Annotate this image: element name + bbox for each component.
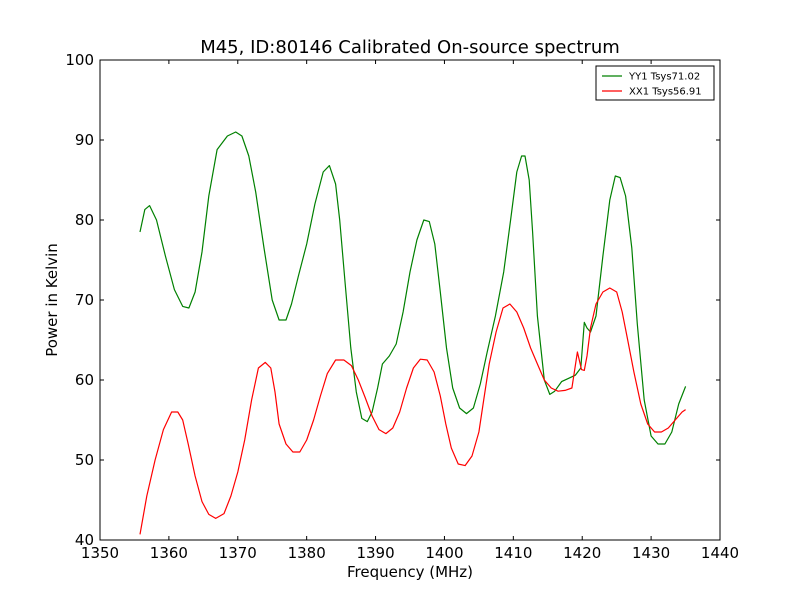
chart-title: M45, ID:80146 Calibrated On-source spect… bbox=[200, 37, 620, 58]
x-tick-label: 1370 bbox=[219, 544, 257, 562]
x-tick-label: 1360 bbox=[150, 544, 188, 562]
x-axis-label: Frequency (MHz) bbox=[347, 563, 473, 581]
x-tick-label: 1400 bbox=[425, 544, 463, 562]
x-tick-label: 1410 bbox=[494, 544, 532, 562]
y-axis: 40 50 60 70 80 90 100 bbox=[65, 51, 720, 549]
y-tick-label: 60 bbox=[75, 371, 94, 389]
x-tick-label: 1420 bbox=[563, 544, 601, 562]
x-axis: 1350 1360 1370 1380 1390 1400 1410 1420 1430 1440 bbox=[81, 60, 739, 562]
x-tick-label: 1380 bbox=[288, 544, 326, 562]
y-tick-label: 40 bbox=[75, 531, 94, 549]
x-tick-label: 1440 bbox=[701, 544, 739, 562]
y-axis-label: Power in Kelvin bbox=[43, 243, 61, 357]
y-tick-label: 70 bbox=[75, 291, 94, 309]
legend-box bbox=[595, 65, 715, 101]
series-line-yy1 bbox=[139, 131, 687, 445]
x-tick-label: 1390 bbox=[356, 544, 394, 562]
x-tick-label: 1350 bbox=[81, 544, 119, 562]
y-tick-label: 100 bbox=[65, 51, 94, 69]
series-line-xx1 bbox=[139, 287, 686, 535]
y-tick-label: 50 bbox=[75, 451, 94, 469]
legend-label-yy1: YY1 Tsys71.02 bbox=[628, 72, 700, 83]
legend-label-xx1: XX1 Tsys56.91 bbox=[629, 87, 702, 98]
y-tick-label: 90 bbox=[75, 131, 94, 149]
legend: YY1 Tsys71.02 XX1 Tsys56.91 bbox=[595, 65, 715, 101]
y-tick-label: 80 bbox=[75, 211, 94, 229]
x-tick-label: 1430 bbox=[632, 544, 670, 562]
